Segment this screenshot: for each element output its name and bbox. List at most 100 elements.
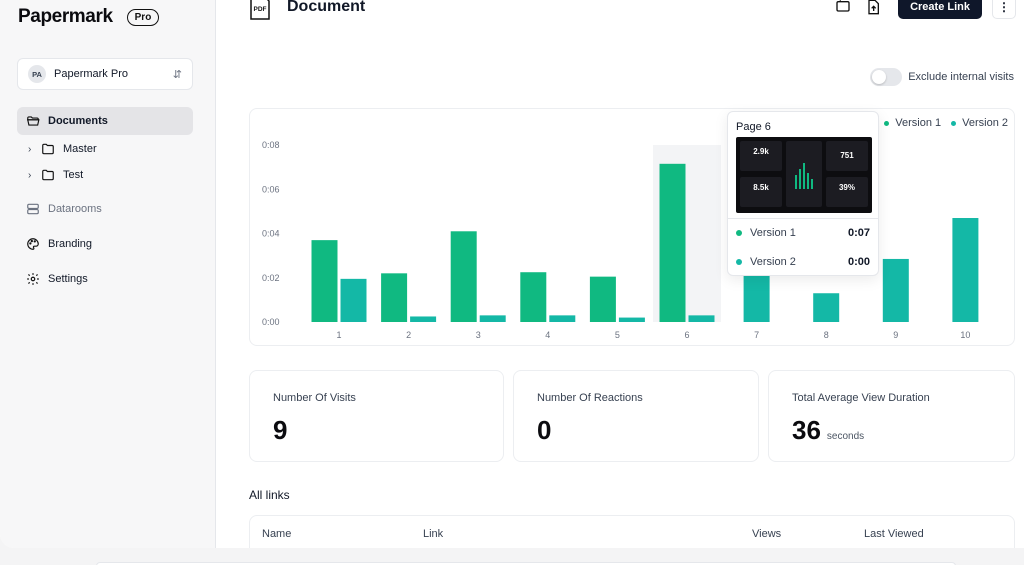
- thumb-stat-card: 2.9k: [740, 141, 782, 171]
- x-tick-label: 6: [684, 330, 689, 340]
- chevron-up-down-icon: ⇵: [172, 68, 182, 81]
- more-vertical-icon: ⋮: [998, 0, 1010, 14]
- bar-2-page-3[interactable]: [479, 315, 506, 322]
- bar-2-page-6[interactable]: [688, 315, 715, 322]
- stat-number: 9: [273, 415, 288, 445]
- bar-2-page-2[interactable]: [410, 316, 437, 322]
- legend-item-version-2[interactable]: Version 2: [951, 117, 1008, 129]
- tooltip-row-version-1: Version 1 0:07: [736, 227, 870, 239]
- stat-number: 36: [792, 415, 821, 445]
- y-tick-label: 0:06: [262, 184, 280, 194]
- bar-2-page-5[interactable]: [618, 317, 645, 322]
- sidebar-item-branding[interactable]: Branding: [17, 230, 193, 258]
- stat-label: Total Average View Duration: [792, 392, 930, 404]
- stat-value: 0: [537, 415, 551, 446]
- y-tick-label: 0:02: [262, 273, 280, 283]
- app-window: Papermark Pro PA Papermark Pro ⇵ Documen…: [0, 0, 1024, 548]
- stat-label: Number Of Visits: [273, 392, 356, 404]
- sidebar-item-settings[interactable]: Settings: [17, 265, 193, 293]
- bar-2-page-1[interactable]: [340, 278, 367, 322]
- thumb-stat-value: 39%: [838, 183, 855, 192]
- tooltip-title: Page 6: [736, 121, 771, 133]
- background-window-edge: [96, 562, 956, 565]
- folder-open-icon: [27, 116, 40, 126]
- thumb-stat-card: 39%: [826, 177, 868, 207]
- tooltip-divider: [728, 218, 878, 219]
- legend-label: Version 1: [895, 117, 942, 129]
- x-tick-label: 1: [336, 330, 341, 340]
- exclude-internal-filter: Exclude internal visits: [870, 68, 1014, 86]
- x-tick-label: 10: [960, 330, 970, 340]
- tooltip-dot: [736, 230, 742, 236]
- bar-2-page-4[interactable]: [549, 315, 576, 322]
- tooltip-row-label: Version 2: [750, 256, 796, 268]
- bar-1-page-1[interactable]: [311, 240, 338, 322]
- folder-icon: [42, 143, 54, 155]
- legend-dot: [951, 120, 957, 126]
- bar-2-page-7[interactable]: [743, 275, 770, 322]
- bar-2-page-9[interactable]: [882, 258, 909, 322]
- x-tick-label: 5: [615, 330, 620, 340]
- gear-icon: [27, 273, 39, 285]
- bar-1-page-2[interactable]: [381, 273, 408, 322]
- create-link-button[interactable]: Create Link: [898, 0, 982, 19]
- tooltip-row-value: 0:00: [847, 256, 870, 268]
- sidebar-item-documents[interactable]: Documents: [17, 107, 193, 135]
- preview-button[interactable]: [834, 0, 852, 16]
- sidebar-item-label: Datarooms: [48, 203, 102, 215]
- palette-icon: [27, 238, 39, 250]
- page-thumbnail: 2.9k 8.5k 751 39%: [736, 137, 872, 213]
- column-header-link[interactable]: Link: [423, 528, 444, 540]
- x-tick-label: 3: [476, 330, 481, 340]
- stat-card-visits: Number Of Visits 9: [249, 370, 504, 462]
- sidebar-item-test[interactable]: › Test: [28, 161, 193, 189]
- page-title: Document: [287, 0, 366, 15]
- y-tick-label: 0:08: [262, 140, 280, 150]
- legend-dot: [884, 120, 890, 126]
- exclude-internal-toggle[interactable]: [870, 68, 903, 86]
- chart-legend: Version 1 Version 2: [874, 117, 1008, 129]
- stat-value: 9: [273, 415, 287, 446]
- bar-2-page-8[interactable]: [813, 293, 840, 322]
- header-actions: Create Link ⋮: [834, 0, 1016, 19]
- stat-label: Number Of Reactions: [537, 392, 643, 404]
- team-switcher[interactable]: PA Papermark Pro ⇵: [17, 58, 193, 90]
- legend-item-version-1[interactable]: Version 1: [884, 117, 941, 129]
- page-duration-chart: 0:00 0:02 0:04 0:06 0:08 1 2 3 4 5 6 7 8 9 10 Version …: [249, 108, 1015, 346]
- bar-1-page-6[interactable]: [659, 163, 686, 322]
- upload-version-button[interactable]: [864, 0, 882, 16]
- y-tick-label: 0:00: [262, 317, 280, 327]
- chevron-right-icon: ›: [28, 143, 32, 155]
- sidebar-item-master[interactable]: › Master: [28, 135, 193, 163]
- tooltip-dot: [736, 259, 742, 265]
- brand[interactable]: Papermark Pro: [18, 6, 160, 28]
- column-header-last-viewed[interactable]: Last Viewed: [864, 528, 924, 540]
- stat-number: 0: [537, 415, 552, 445]
- brand-logo-text: Papermark: [18, 6, 113, 27]
- sidebar-item-datarooms[interactable]: Datarooms: [17, 195, 193, 223]
- links-table: Name Link Views Last Viewed: [249, 515, 1015, 548]
- sidebar-item-label: Master: [63, 143, 97, 155]
- chart-tooltip: Page 6 2.9k 8.5k 751 39%: [727, 111, 879, 276]
- x-tick-label: 9: [893, 330, 898, 340]
- bar-1-page-3[interactable]: [450, 231, 477, 322]
- stat-card-reactions: Number Of Reactions 0: [513, 370, 759, 462]
- sidebar-item-label: Branding: [48, 238, 93, 250]
- chevron-right-icon: ›: [28, 169, 32, 181]
- bar-2-page-10[interactable]: [952, 218, 979, 322]
- server-icon: [27, 203, 39, 215]
- thumb-stat-card: 751: [826, 141, 868, 171]
- x-tick-label: 4: [545, 330, 550, 340]
- main-content: PDF Document Create Link ⋮ Exclude inter…: [217, 0, 1024, 548]
- file-upload-icon: [868, 0, 880, 14]
- thumb-stat-value: 2.9k: [753, 147, 769, 156]
- column-header-name[interactable]: Name: [262, 528, 292, 540]
- bar-chart: 0:00 0:02 0:04 0:06 0:08 1 2 3 4 5 6 7 8 9 10: [262, 140, 979, 340]
- bar-1-page-5[interactable]: [589, 276, 616, 322]
- more-options-button[interactable]: ⋮: [992, 0, 1016, 19]
- column-header-views[interactable]: Views: [752, 528, 782, 540]
- stat-value: 36 seconds: [792, 415, 864, 446]
- bar-1-page-4[interactable]: [520, 272, 547, 322]
- legend-label: Version 2: [962, 117, 1008, 129]
- x-tick-label: 8: [824, 330, 829, 340]
